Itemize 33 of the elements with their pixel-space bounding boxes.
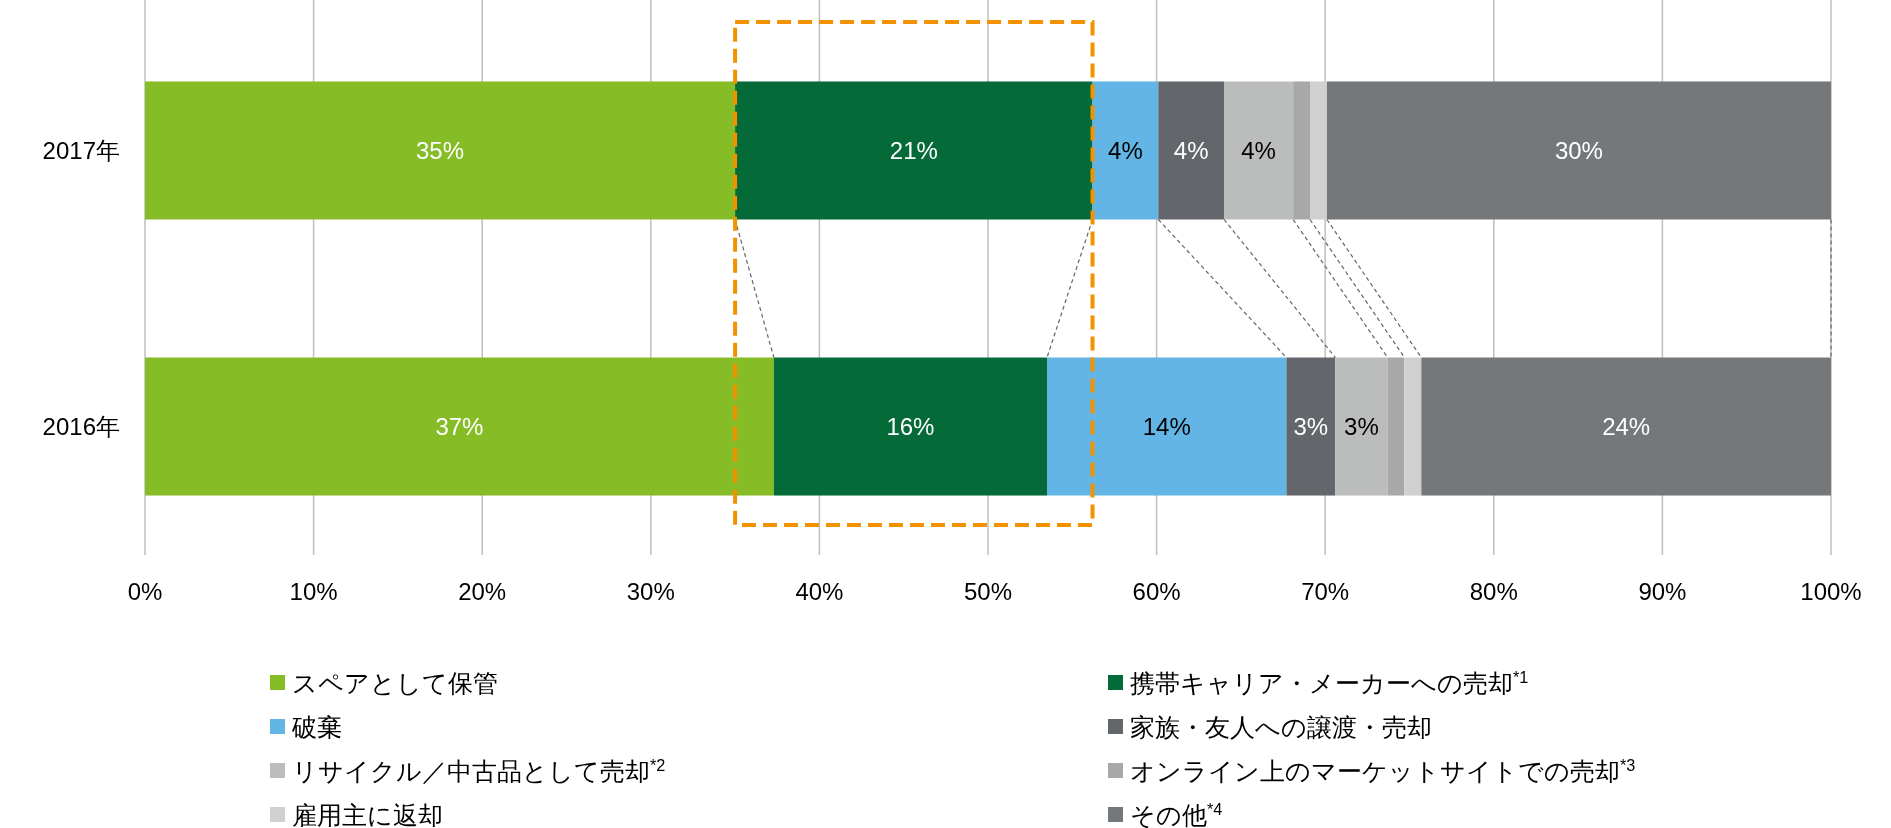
y-tick-label: 2016年 [42, 412, 120, 440]
data-label: 3% [1344, 412, 1379, 440]
x-tick-label: 10% [289, 578, 338, 605]
data-label: 21% [889, 136, 938, 164]
legend-label: オンライン上のマーケットサイトでの売却$^{*3}$ [1130, 755, 1636, 785]
legend-label: 破棄 [291, 712, 342, 741]
data-label: 30% [1554, 136, 1603, 164]
y-tick-label: 2017年 [42, 136, 120, 164]
x-tick-label: 60% [1132, 578, 1181, 605]
x-tick-label: 100% [1800, 578, 1862, 605]
legend-label: 雇用主に返却 [292, 800, 443, 828]
x-tick-label: 30% [626, 578, 675, 605]
x-tick-label: 0% [127, 578, 163, 605]
x-tick-label: 50% [963, 578, 1013, 605]
x-tick-label: 20% [458, 578, 507, 605]
x-tick-label: 40% [795, 578, 844, 605]
data-label: 3% [1293, 412, 1329, 440]
x-tick-label: 80% [1469, 578, 1518, 605]
data-label: 37% [435, 412, 484, 440]
legend-label: 携帯キャリア・メーカーへの売却$^{*1}$ [1130, 667, 1529, 697]
x-tick-label: 90% [1638, 578, 1687, 605]
data-label: 4% [1108, 136, 1143, 164]
data-label: 14% [1142, 412, 1191, 440]
legend-label: その他$^{*4}$ [1130, 799, 1223, 828]
x-tick-label: 70% [1301, 578, 1350, 605]
data-label: 24% [1602, 412, 1651, 440]
data-label: 4% [1173, 136, 1209, 164]
data-label: 35% [416, 136, 465, 164]
legend-label: スペアとして保管 [292, 668, 498, 697]
legend-label: リサイクル／中古品として売却$^{*2}$ [292, 755, 666, 785]
legend-label: 家族・友人への譲渡・売却 [1130, 712, 1432, 741]
data-label: 16% [886, 412, 935, 440]
data-label: 4% [1241, 136, 1276, 164]
